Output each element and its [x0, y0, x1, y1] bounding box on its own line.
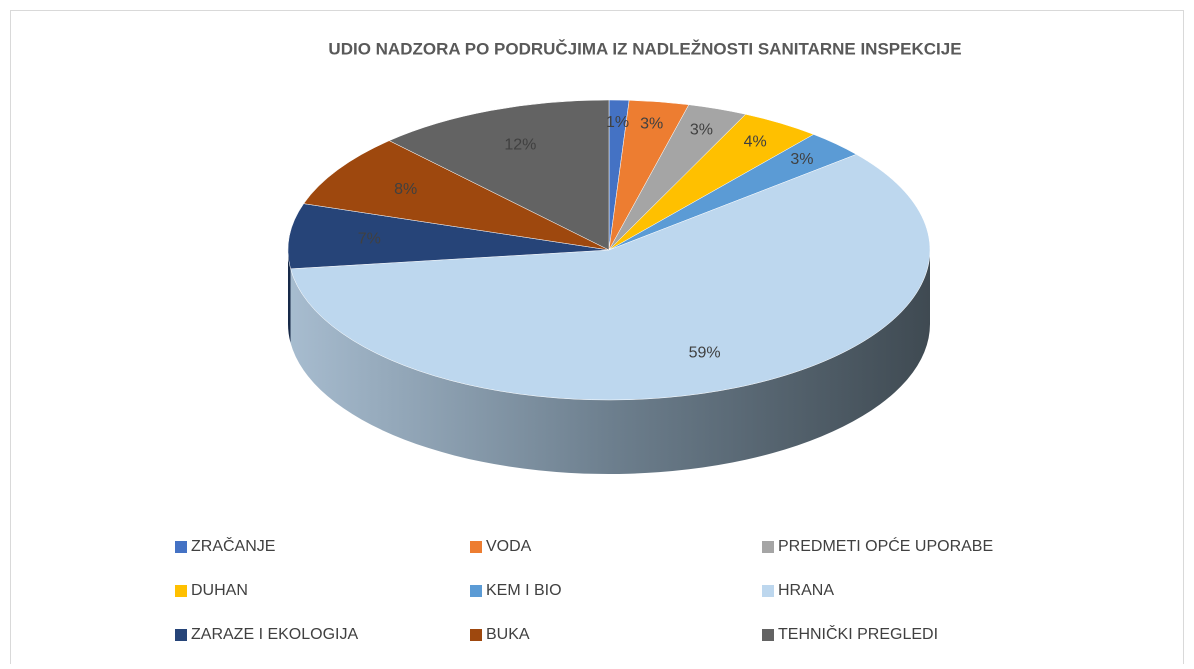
legend: ZRAČANJE VODA PREDMETI OPĆE UPORABE DUHAN KE… [175, 536, 993, 643]
legend-swatch [175, 585, 187, 597]
chart-title: UDIO NADZORA PO PODRUČJIMA IZ NADLEŽNOST… [328, 39, 961, 58]
data-label: 1% [606, 114, 629, 131]
data-label: 3% [640, 115, 663, 132]
legend-swatch [470, 629, 482, 641]
slice [388, 99, 610, 251]
legend-swatch [762, 585, 774, 597]
legend-swatch [762, 629, 774, 641]
legend-label: HRANA [778, 582, 834, 599]
data-label: 3% [690, 121, 713, 138]
data-label: 59% [689, 344, 721, 361]
pie: 1% 3% 3% 4% 3% 59% 7% 8% 12% [287, 99, 931, 474]
legend-swatch [762, 541, 774, 553]
slice [290, 154, 931, 401]
legend-label: ZARAZE I EKOLOGIJA [191, 626, 358, 643]
legend-swatch [470, 541, 482, 553]
legend-swatch [175, 541, 187, 553]
slice-side [288, 250, 291, 343]
legend-label: DUHAN [191, 582, 248, 599]
data-label: 12% [504, 137, 536, 154]
legend-label: KEM I BIO [486, 582, 562, 599]
legend-label: TEHNIČKI PREGLEDI [778, 624, 938, 643]
slice [287, 203, 610, 270]
slice-side [290, 250, 930, 474]
slice [303, 140, 610, 251]
legend-label: BUKA [486, 626, 530, 643]
legend-swatch [175, 629, 187, 641]
legend-swatch [470, 585, 482, 597]
legend-label: ZRAČANJE [191, 536, 275, 555]
data-label: 4% [744, 134, 767, 151]
legend-label: VODA [486, 538, 532, 555]
legend-label: PREDMETI OPĆE UPORABE [778, 536, 993, 555]
data-label: 3% [790, 151, 813, 168]
data-label: 7% [358, 231, 381, 248]
data-label: 8% [394, 181, 417, 198]
